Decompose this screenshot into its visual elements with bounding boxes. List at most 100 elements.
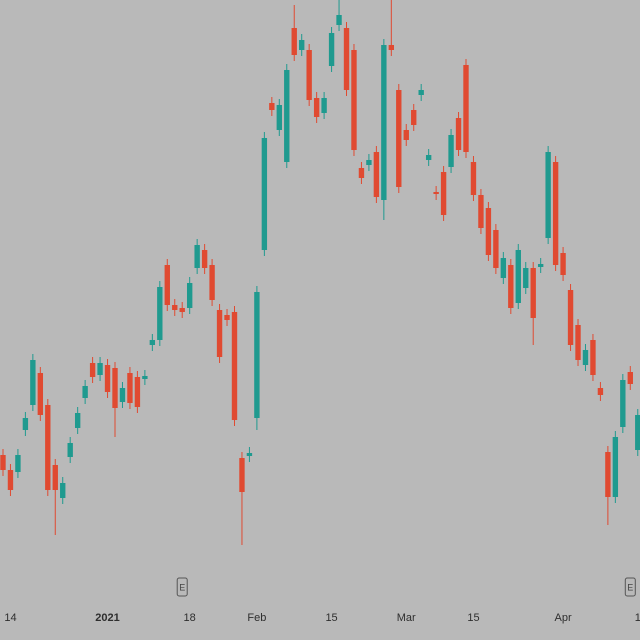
candle-body bbox=[328, 33, 335, 66]
candle-body bbox=[164, 265, 170, 305]
x-tick-label: 15 bbox=[467, 612, 479, 624]
candle-body bbox=[157, 287, 163, 340]
candle-body bbox=[612, 437, 619, 497]
candle-body bbox=[313, 98, 320, 117]
candle-body bbox=[388, 45, 395, 50]
candle-body bbox=[52, 465, 58, 490]
x-tick-label: 2021 bbox=[95, 612, 119, 624]
candle-body bbox=[366, 160, 372, 165]
candle-body bbox=[545, 152, 551, 238]
candle-body bbox=[635, 415, 640, 450]
candle-body bbox=[216, 310, 223, 357]
candle-body bbox=[30, 360, 36, 405]
candle-body bbox=[276, 105, 282, 130]
candle-body bbox=[493, 230, 499, 268]
candle-body bbox=[552, 162, 559, 265]
candle-body bbox=[567, 290, 574, 345]
candle-body bbox=[60, 483, 66, 498]
candle-body bbox=[22, 418, 29, 430]
candle-body bbox=[351, 50, 357, 150]
candle-body bbox=[478, 195, 484, 228]
candle-body bbox=[0, 455, 6, 470]
candle-body bbox=[291, 28, 297, 55]
candle-body bbox=[433, 192, 439, 194]
candle-body bbox=[485, 208, 492, 255]
candle-body bbox=[82, 386, 88, 398]
candle-body bbox=[336, 15, 342, 25]
x-tick-label: 1 bbox=[635, 612, 640, 624]
x-tick-label: Apr bbox=[555, 612, 572, 624]
earnings-badge bbox=[624, 577, 636, 597]
candle-body bbox=[172, 305, 178, 310]
candle-body bbox=[508, 265, 514, 308]
earnings-marker: E bbox=[176, 577, 188, 597]
candle-body bbox=[134, 377, 141, 407]
candle-body bbox=[224, 315, 230, 320]
candle-body bbox=[418, 90, 424, 95]
candle-body bbox=[560, 253, 566, 275]
x-tick-label: 18 bbox=[184, 612, 196, 624]
candle-body bbox=[67, 443, 73, 457]
earnings-marker: E bbox=[624, 577, 636, 597]
x-tick-label: Mar bbox=[397, 612, 416, 624]
candle-body bbox=[440, 172, 447, 215]
candle-body bbox=[425, 155, 432, 160]
earnings-badge bbox=[176, 577, 188, 597]
candle-body bbox=[239, 458, 245, 492]
candle-body bbox=[127, 373, 133, 403]
candle-body bbox=[299, 40, 305, 50]
candle-body bbox=[306, 50, 312, 100]
candle-body bbox=[7, 470, 14, 490]
candle-body bbox=[209, 265, 215, 300]
candle-body bbox=[396, 90, 402, 187]
candle-body bbox=[500, 258, 507, 278]
candle-body bbox=[97, 363, 103, 375]
candle-body bbox=[74, 413, 81, 428]
earnings-label: E bbox=[627, 582, 633, 592]
candle-body bbox=[358, 168, 365, 178]
candle-body bbox=[530, 268, 536, 318]
candle-body bbox=[620, 380, 626, 427]
candle-body bbox=[112, 368, 118, 408]
candle-body bbox=[186, 283, 193, 308]
candle-body bbox=[597, 388, 604, 395]
candle-body bbox=[575, 325, 581, 360]
candle-body bbox=[269, 103, 275, 110]
candle-body bbox=[321, 98, 327, 113]
candle-body bbox=[201, 250, 208, 268]
candle-body bbox=[89, 363, 96, 377]
candle-body bbox=[149, 340, 156, 345]
candle-body bbox=[37, 373, 44, 415]
candle-body bbox=[403, 130, 409, 140]
candle-body bbox=[231, 312, 238, 420]
candle-body bbox=[119, 388, 126, 402]
candle-body bbox=[261, 138, 268, 250]
earnings-label: E bbox=[179, 582, 185, 592]
x-tick-label: 15 bbox=[325, 612, 337, 624]
candle-body bbox=[104, 365, 111, 392]
candle-body bbox=[411, 110, 417, 125]
candle-body bbox=[605, 452, 611, 497]
candle-body bbox=[343, 28, 350, 90]
candle-body bbox=[194, 245, 200, 268]
candle-body bbox=[373, 152, 380, 197]
candle-body bbox=[582, 350, 589, 365]
candle-body bbox=[254, 292, 260, 418]
candle-body bbox=[537, 264, 544, 267]
candle-body bbox=[284, 70, 290, 162]
candle-body bbox=[246, 453, 253, 456]
x-tick-label: 14 bbox=[4, 612, 16, 624]
candle-body bbox=[142, 376, 148, 379]
candle-body bbox=[590, 340, 596, 375]
candle-body bbox=[523, 268, 529, 288]
candle-body bbox=[15, 455, 21, 472]
candle-body bbox=[179, 308, 185, 312]
x-tick-label: Feb bbox=[247, 612, 266, 624]
candle-body bbox=[627, 372, 633, 384]
candle-body bbox=[463, 65, 469, 152]
candle-body bbox=[45, 405, 51, 490]
candle-body bbox=[515, 250, 521, 303]
candle-body bbox=[448, 135, 454, 167]
